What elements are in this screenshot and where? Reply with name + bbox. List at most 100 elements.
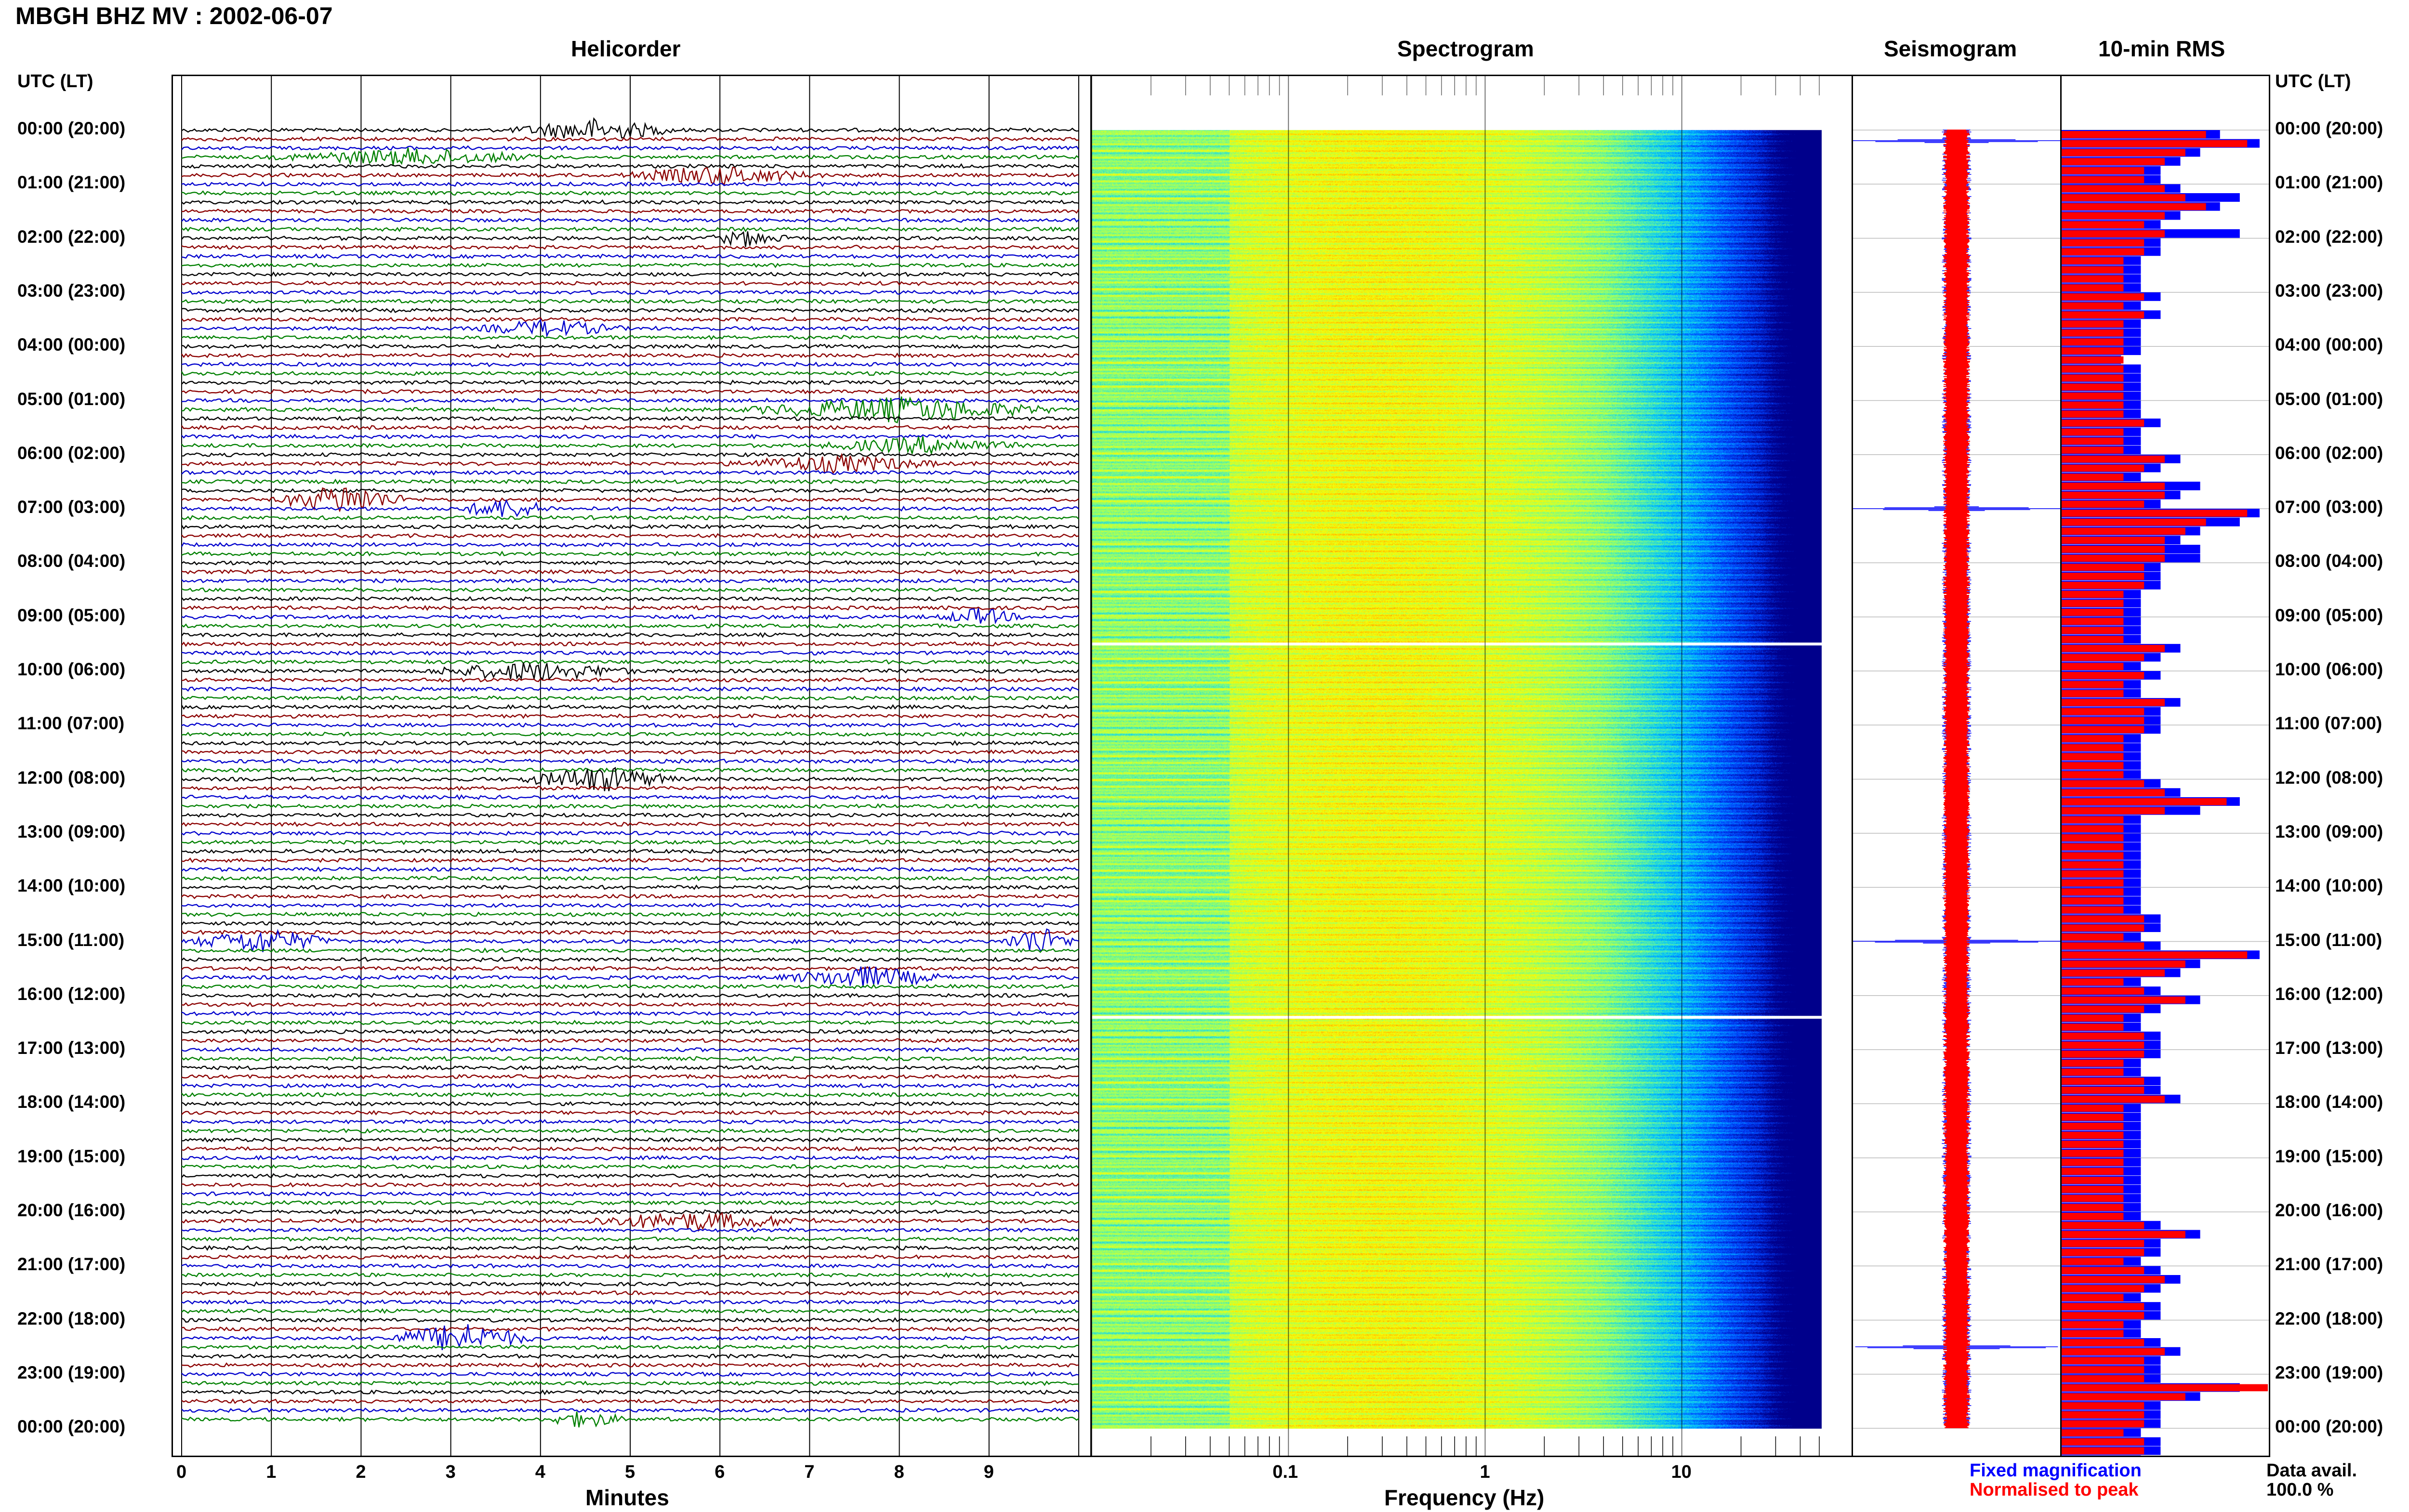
rms-bar-normalised (2062, 1375, 2144, 1382)
rms-bar-normalised (2062, 492, 2165, 499)
rms-bar-normalised (2062, 1213, 2123, 1220)
rms-bar-normalised (2062, 1384, 2268, 1392)
rms-bar-normalised (2062, 690, 2123, 697)
hour-label-right: 14:00 (10:00) (2275, 876, 2383, 896)
legend-fixed-magnification: Fixed magnification (1970, 1460, 2142, 1481)
rms-bar-normalised (2062, 807, 2165, 815)
rms-bar-normalised (2062, 1168, 2123, 1175)
rms-bar-normalised (2062, 546, 2165, 553)
hour-label-left: 08:00 (04:00) (17, 551, 125, 571)
spectrogram-title: Spectrogram (1397, 36, 1534, 62)
hour-label-right: 02:00 (22:00) (2275, 227, 2383, 247)
rms-bar-normalised (2062, 1006, 2144, 1013)
rms-bar-normalised (2062, 816, 2123, 823)
rms-bar-normalised (2062, 789, 2165, 796)
rms-bar-normalised (2062, 1222, 2144, 1229)
rms-bar-normalised (2062, 1087, 2144, 1094)
rms-bar-normalised (2062, 1114, 2123, 1121)
spectrogram-grid (1092, 76, 1852, 1456)
hour-label-right: 06:00 (02:00) (2275, 443, 2383, 463)
rms-bar-normalised (2062, 1348, 2165, 1355)
rms-bar-normalised (2062, 564, 2144, 571)
hour-label-right: 19:00 (15:00) (2275, 1146, 2383, 1167)
rms-bar-normalised (2062, 393, 2123, 400)
plot-title: MBGH BHZ MV : 2002-06-07 (15, 2, 333, 30)
spectrogram-x-label: Frequency (Hz) (1384, 1485, 1544, 1511)
seismogram-normalised-trace (1943, 130, 1970, 1428)
rms-title: 10-min RMS (2098, 36, 2225, 62)
rms-bar-normalised (2062, 1240, 2144, 1247)
rms-bar-normalised (2062, 347, 2123, 355)
rms-bar-normalised (2062, 978, 2123, 986)
rms-bar-normalised (2062, 149, 2185, 156)
hour-label-left: 15:00 (11:00) (17, 930, 124, 950)
rms-bar-normalised (2062, 176, 2144, 184)
hour-label-left: 07:00 (03:00) (17, 497, 125, 517)
rms-bar-normalised (2062, 1204, 2123, 1211)
hour-label-right: 01:00 (21:00) (2275, 172, 2383, 193)
rms-bar-normalised (2062, 681, 2123, 688)
spectrogram-x-tick-label: 1 (1480, 1462, 1490, 1483)
rms-bar-normalised (2062, 366, 2123, 373)
rms-bar-normalised (2062, 329, 2123, 337)
rms-bar-normalised (2062, 825, 2123, 832)
rms-bar-normalised (2062, 239, 2144, 247)
helicorder-panel (172, 75, 1092, 1457)
rms-bar-normalised (2062, 167, 2144, 174)
rms-bar-fixed (2062, 1455, 2141, 1456)
rms-bar-normalised (2062, 1231, 2185, 1238)
hour-label-right: 16:00 (12:00) (2275, 984, 2383, 1004)
rms-bar-normalised (2062, 717, 2144, 724)
hour-label-left: 09:00 (05:00) (17, 605, 125, 626)
hour-label-right: 22:00 (18:00) (2275, 1309, 2383, 1329)
rms-bar-normalised (2062, 437, 2123, 445)
rms-bar-normalised (2062, 1420, 2144, 1427)
rms-bar-normalised (2062, 257, 2123, 264)
hour-label-left: 11:00 (07:00) (17, 713, 124, 734)
rms-bar-normalised (2062, 465, 2144, 472)
rms-bar-normalised (2062, 140, 2247, 147)
rms-bar-normalised (2062, 1258, 2123, 1265)
rms-bar-normalised (2062, 997, 2185, 1004)
hour-label-right: 20:00 (16:00) (2275, 1200, 2383, 1221)
hour-label-right: 12:00 (08:00) (2275, 768, 2383, 788)
rms-bar-normalised (2062, 429, 2123, 436)
right-axis-label: UTC (LT) (2275, 71, 2351, 92)
rms-bar-normalised (2062, 194, 2185, 201)
rms-bar-normalised (2062, 203, 2206, 210)
hour-label-right: 13:00 (09:00) (2275, 822, 2383, 842)
rms-bar-normalised (2062, 447, 2123, 454)
rms-bar-normalised (2062, 338, 2123, 345)
rms-bar-normalised (2062, 1096, 2165, 1103)
rms-bar-normalised (2062, 1078, 2144, 1085)
rms-bar-normalised (2062, 374, 2123, 381)
rms-bar-normalised (2062, 1294, 2123, 1301)
rms-bar-normalised (2062, 924, 2144, 932)
legend-normalised-to-peak: Normalised to peak (1970, 1480, 2139, 1500)
rms-bar-normalised (2062, 1051, 2144, 1058)
rms-bar-normalised (2062, 933, 2123, 941)
hour-label-left: 23:00 (19:00) (17, 1363, 125, 1383)
rms-bar-normalised (2062, 1186, 2123, 1193)
seismogram-title: Seismogram (1884, 36, 2017, 62)
hour-label-left: 00:00 (20:00) (17, 1417, 125, 1437)
rms-bar-normalised (2062, 636, 2123, 643)
rms-panel (2060, 75, 2270, 1457)
rms-bar-normalised (2062, 672, 2144, 679)
rms-bar-normalised (2062, 1285, 2144, 1292)
rms-bar-normalised (2062, 699, 2165, 706)
rms-bar-normalised (2062, 1159, 2123, 1166)
rms-bar-normalised (2062, 1267, 2144, 1274)
rms-bar-normalised (2062, 744, 2123, 751)
rms-bar-normalised (2062, 410, 2123, 418)
hour-label-left: 03:00 (23:00) (17, 281, 125, 301)
spectrogram-x-tick-label: 0.1 (1272, 1462, 1298, 1483)
rms-bar-normalised (2062, 1276, 2165, 1283)
hour-label-right: 23:00 (19:00) (2275, 1363, 2383, 1383)
rms-bar-normalised (2062, 284, 2123, 291)
rms-bar-normalised (2062, 591, 2123, 598)
helicorder-x-tick-label: 4 (535, 1462, 545, 1483)
hour-label-left: 17:00 (13:00) (17, 1038, 125, 1058)
hour-label-left: 18:00 (14:00) (17, 1092, 125, 1112)
helicorder-x-tick-label: 0 (176, 1462, 186, 1483)
